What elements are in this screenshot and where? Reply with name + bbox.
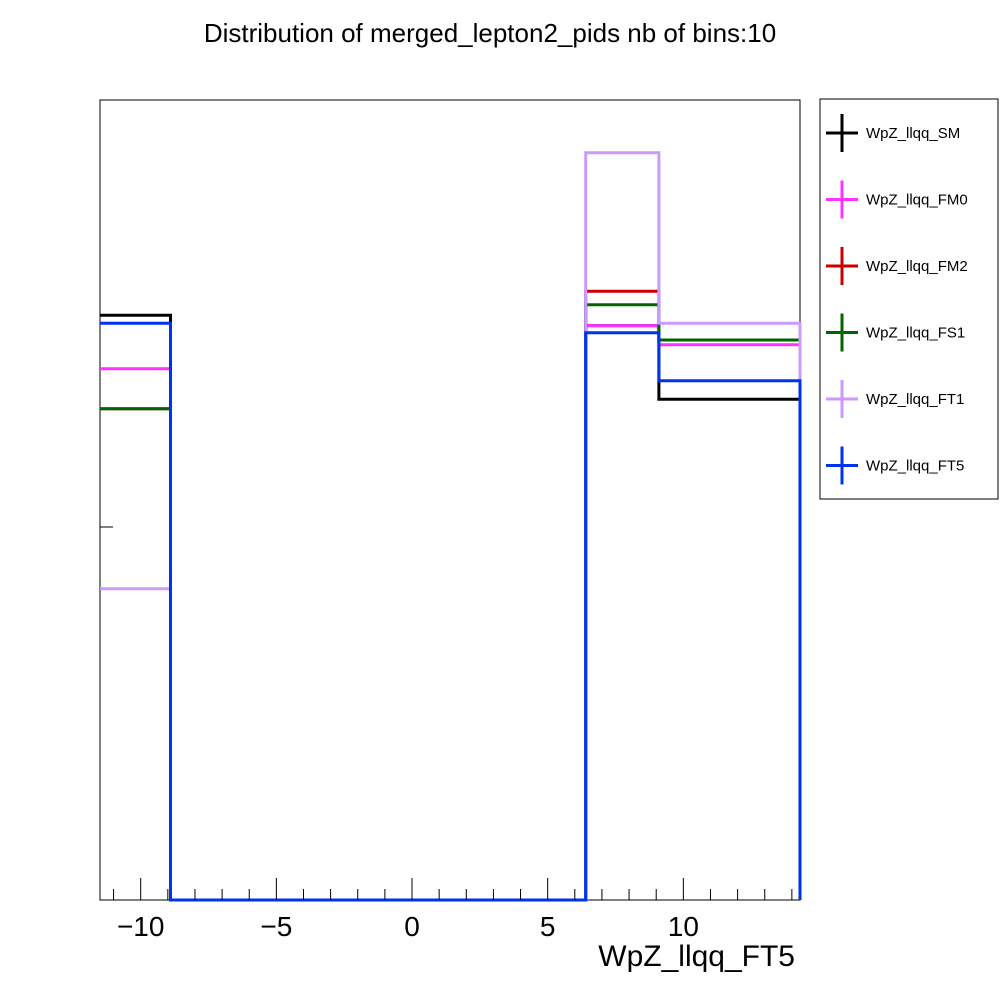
legend-entry: WpZ_llqq_FM2 [826, 247, 968, 285]
legend: WpZ_llqq_SM WpZ_llqq_FM0 WpZ_llqq_FM2 WpZ_l… [826, 114, 968, 485]
x-tick-label: 5 [540, 911, 556, 942]
legend-entry: WpZ_llqq_FM0 [826, 180, 968, 219]
x-tick-label: 10 [668, 911, 699, 942]
legend-entry: WpZ_llqq_FT1 [826, 380, 964, 418]
legend-label: WpZ_llqq_FS1 [866, 325, 965, 342]
series-line-WpZ_llqq_FT5 [100, 321, 802, 902]
x-tick-label: −10 [117, 911, 165, 942]
legend-label: WpZ_llqq_SM [866, 125, 960, 142]
x-axis: −10 −5 0 5 10 [100, 526, 793, 942]
legend-label: WpZ_llqq_FM0 [866, 192, 968, 209]
legend-entry: WpZ_llqq_FS1 [826, 313, 965, 352]
legend-label: WpZ_llqq_FM2 [866, 258, 968, 275]
x-tick-label: 0 [404, 911, 420, 942]
x-tick-label: −5 [260, 911, 292, 942]
plot-frame [99, 99, 801, 901]
legend-entry: WpZ_llqq_SM [826, 114, 960, 152]
chart-title: Distribution of merged_lepton2_pids nb o… [204, 18, 776, 48]
x-axis-label: WpZ_llqq_FT5 [598, 940, 795, 973]
series-layer [100, 151, 802, 902]
legend-label: WpZ_llqq_FT5 [866, 458, 964, 475]
legend-box [819, 98, 999, 500]
legend-entry: WpZ_llqq_FT5 [826, 446, 964, 485]
legend-label: WpZ_llqq_FT1 [866, 391, 964, 408]
